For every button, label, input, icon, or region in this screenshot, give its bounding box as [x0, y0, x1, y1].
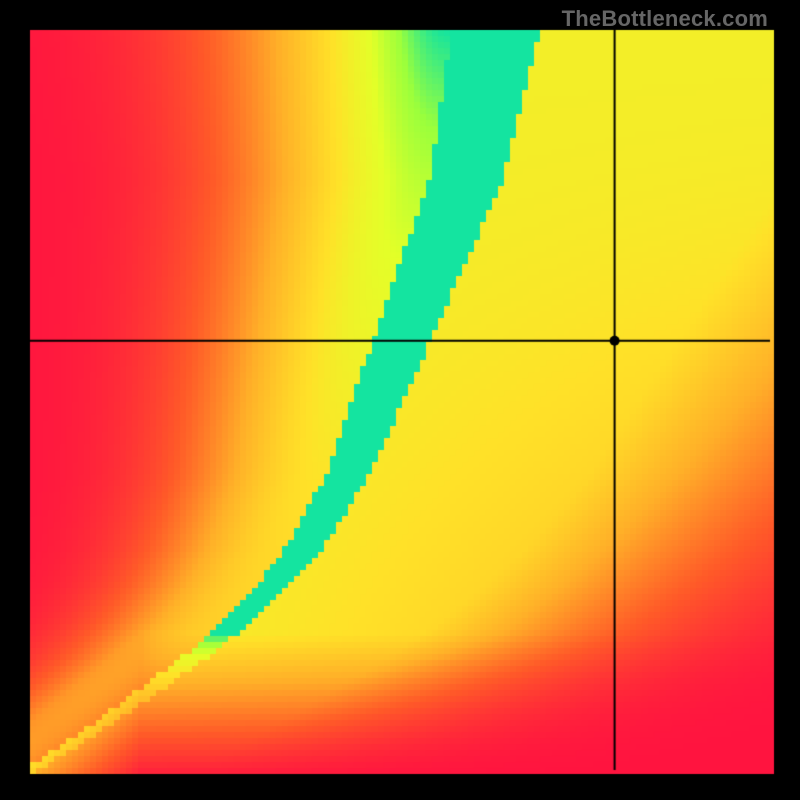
chart-container: TheBottleneck.com [0, 0, 800, 800]
watermark-text: TheBottleneck.com [562, 6, 768, 32]
bottleneck-heatmap [0, 0, 800, 800]
